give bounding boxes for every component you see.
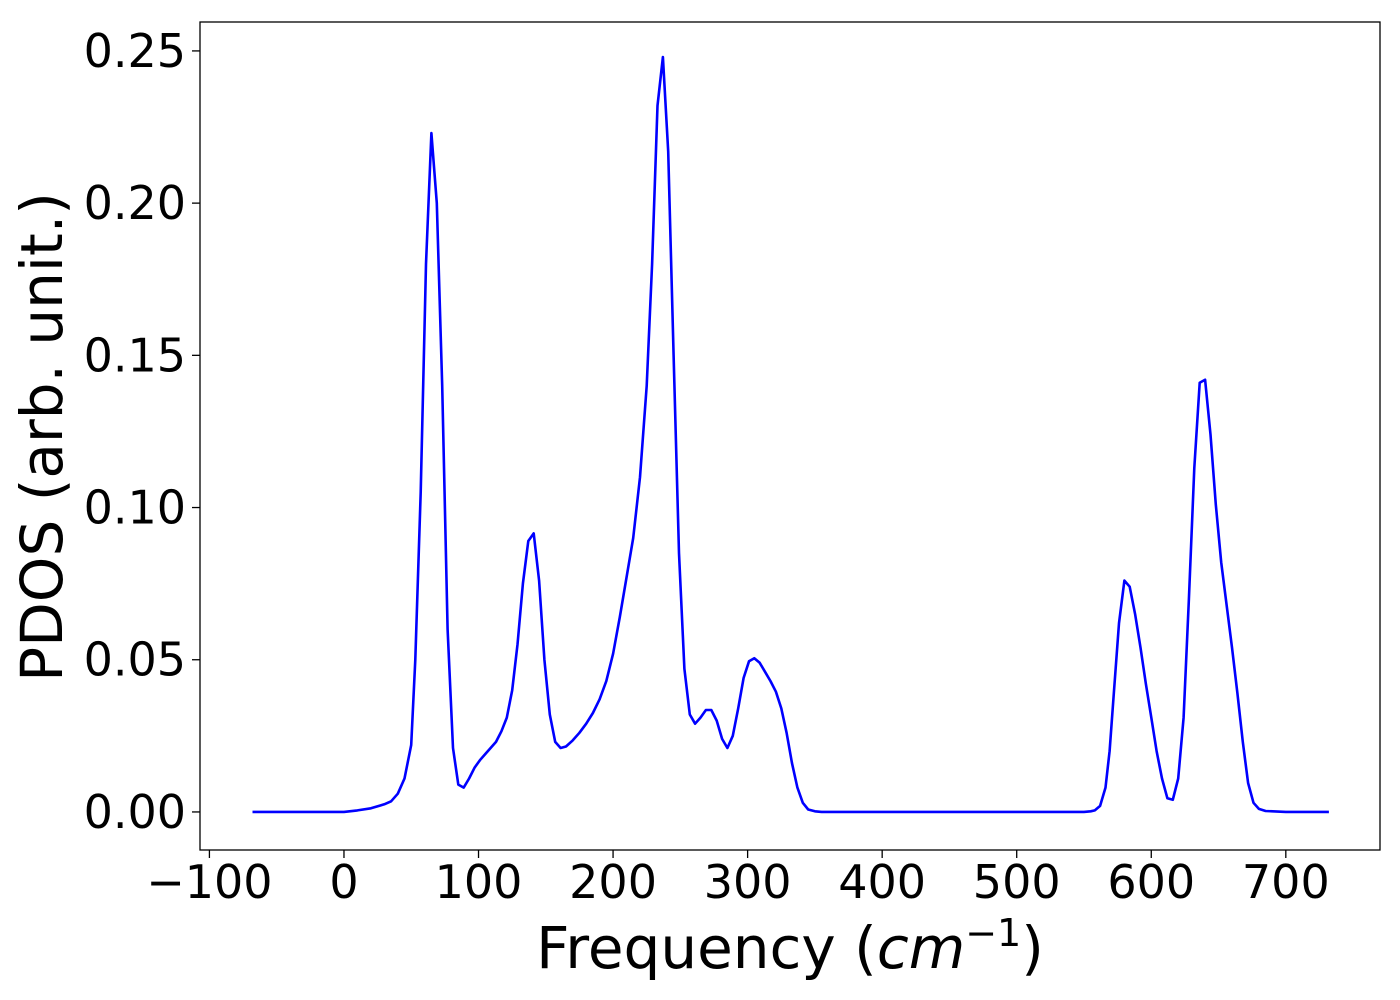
x-tick-label: −100	[146, 855, 272, 909]
y-tick-label: 0.15	[84, 328, 186, 382]
x-tick-label: 700	[1242, 855, 1330, 909]
y-tick-label: 0.05	[84, 633, 186, 687]
x-axis-ticks: −100 0 100 200 300 400 500 600 700	[146, 850, 1330, 909]
x-tick-label: 300	[704, 855, 792, 909]
x-tick-label: 600	[1107, 855, 1195, 909]
y-tick-label: 0.20	[84, 176, 186, 230]
plot-frame	[199, 21, 1381, 851]
x-tick-label: 200	[569, 855, 657, 909]
y-axis-label: PDOS (arb. unit.)	[8, 192, 76, 682]
x-tick-label: 400	[838, 855, 926, 909]
series-line-1	[252, 55, 1329, 814]
x-tick-label: 0	[329, 855, 358, 909]
x-tick-label: 500	[973, 855, 1061, 909]
series-layer	[252, 55, 1329, 814]
y-tick-label: 0.25	[84, 24, 186, 78]
x-tick-label: 100	[435, 855, 523, 909]
x-axis-label: Frequency (cm−1)	[536, 911, 1044, 982]
y-tick-label: 0.10	[84, 481, 186, 535]
y-axis-ticks: 0.00 0.05 0.10 0.15 0.20 0.25	[84, 24, 200, 839]
y-tick-label: 0.00	[84, 785, 186, 839]
